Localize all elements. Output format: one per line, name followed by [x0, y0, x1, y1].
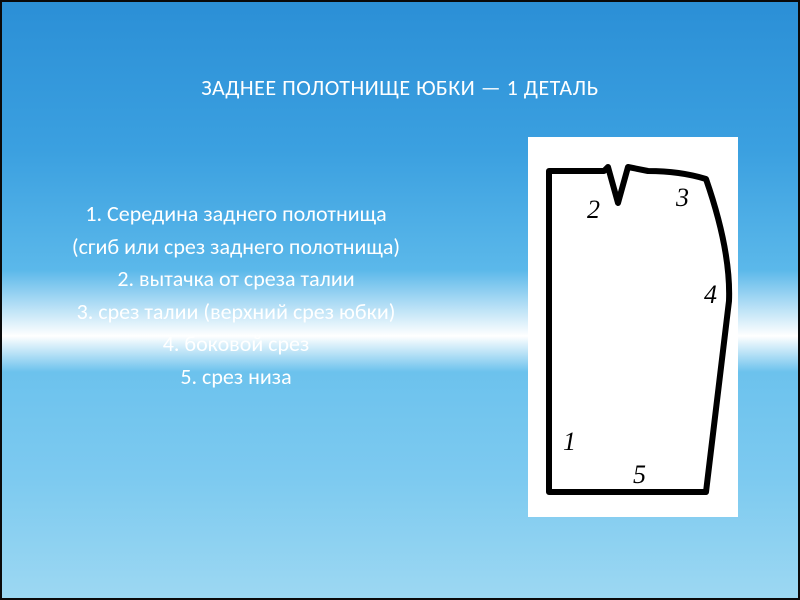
- legend-line-3: 3. срез талии (верхний срез юбки): [32, 296, 440, 329]
- diagram-label-3: 3: [676, 183, 689, 213]
- legend-line-1a: 1. Середина заднего полотнища: [32, 198, 440, 231]
- legend-line-5: 5. срез низа: [32, 361, 440, 394]
- diagram-label-1: 1: [563, 427, 576, 457]
- page-title: ЗАДНЕЕ ПОЛОТНИЩЕ ЮБКИ — 1 ДЕТАЛЬ: [2, 74, 798, 101]
- legend-line-4: 4. боковой срез: [32, 328, 440, 361]
- diagram-label-4: 4: [704, 280, 717, 310]
- legend-line-1b: (сгиб или срез заднего полотнища): [32, 231, 440, 264]
- legend-line-2: 2. вытачка от среза талии: [32, 263, 440, 296]
- legend-list: 1. Середина заднего полотнища (сгиб или …: [32, 198, 440, 393]
- diagram-label-5: 5: [633, 460, 646, 490]
- diagram-label-2: 2: [587, 195, 600, 225]
- skirt-outline-path: [549, 167, 729, 492]
- skirt-diagram: 1 2 3 4 5: [528, 137, 738, 517]
